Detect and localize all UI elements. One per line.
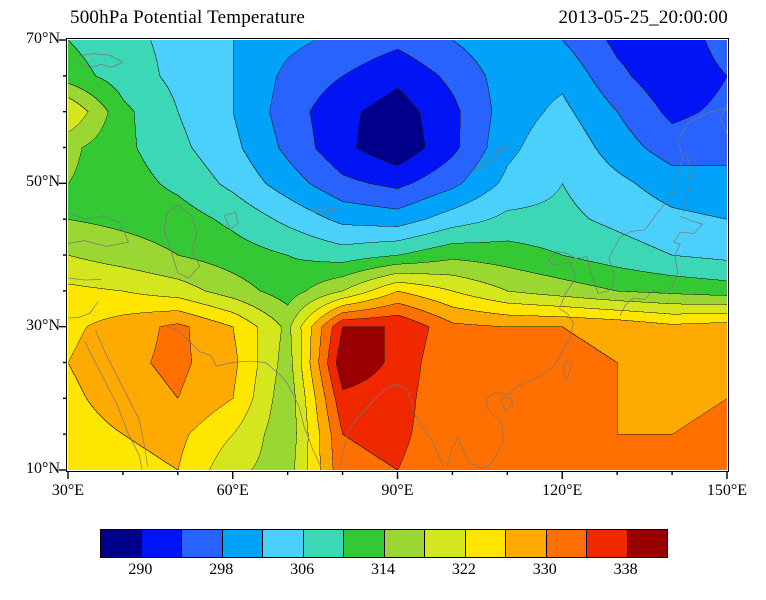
x-tick-label: 60°E (216, 482, 249, 499)
colorbar-segment (627, 530, 667, 557)
y-tick-label: 30°N (26, 316, 60, 334)
colorbar-label: 338 (613, 561, 638, 578)
plot-timestamp: 2013-05-25_20:00:00 (558, 7, 728, 28)
y-tick-label: 10°N (26, 460, 60, 477)
colorbar-segment (546, 530, 587, 557)
colorbar (100, 529, 668, 558)
colorbar-segment (141, 530, 182, 557)
colorbar-label: 330 (532, 561, 557, 578)
colorbar-segment (384, 530, 425, 557)
plot-title: 500hPa Potential Temperature (70, 7, 306, 28)
x-tick-label: 30°E (51, 482, 85, 499)
colorbar-segment (425, 530, 466, 557)
colorbar-label: 290 (128, 561, 153, 578)
colorbar-label: 322 (451, 561, 476, 578)
colorbar-segment (101, 530, 142, 557)
y-tick-label: 50°N (26, 173, 60, 191)
y-tick-label: 70°N (26, 30, 60, 47)
colorbar-segment (506, 530, 547, 557)
colorbar-segment (303, 530, 344, 557)
x-tick-label: 120°E (542, 482, 583, 499)
contour-map-canvas (68, 40, 727, 470)
x-tick-label: 90°E (381, 482, 414, 499)
colorbar-segment (263, 530, 304, 557)
colorbar-segment (587, 530, 628, 557)
x-tick-label: 150°E (706, 482, 748, 499)
colorbar-label: 306 (290, 561, 315, 578)
colorbar-label: 314 (371, 561, 395, 578)
colorbar-segment (222, 530, 263, 557)
colorbar-label: 298 (209, 561, 234, 578)
colorbar-segment (465, 530, 506, 557)
colorbar-segment (344, 530, 385, 557)
colorbar-segment (182, 530, 223, 557)
